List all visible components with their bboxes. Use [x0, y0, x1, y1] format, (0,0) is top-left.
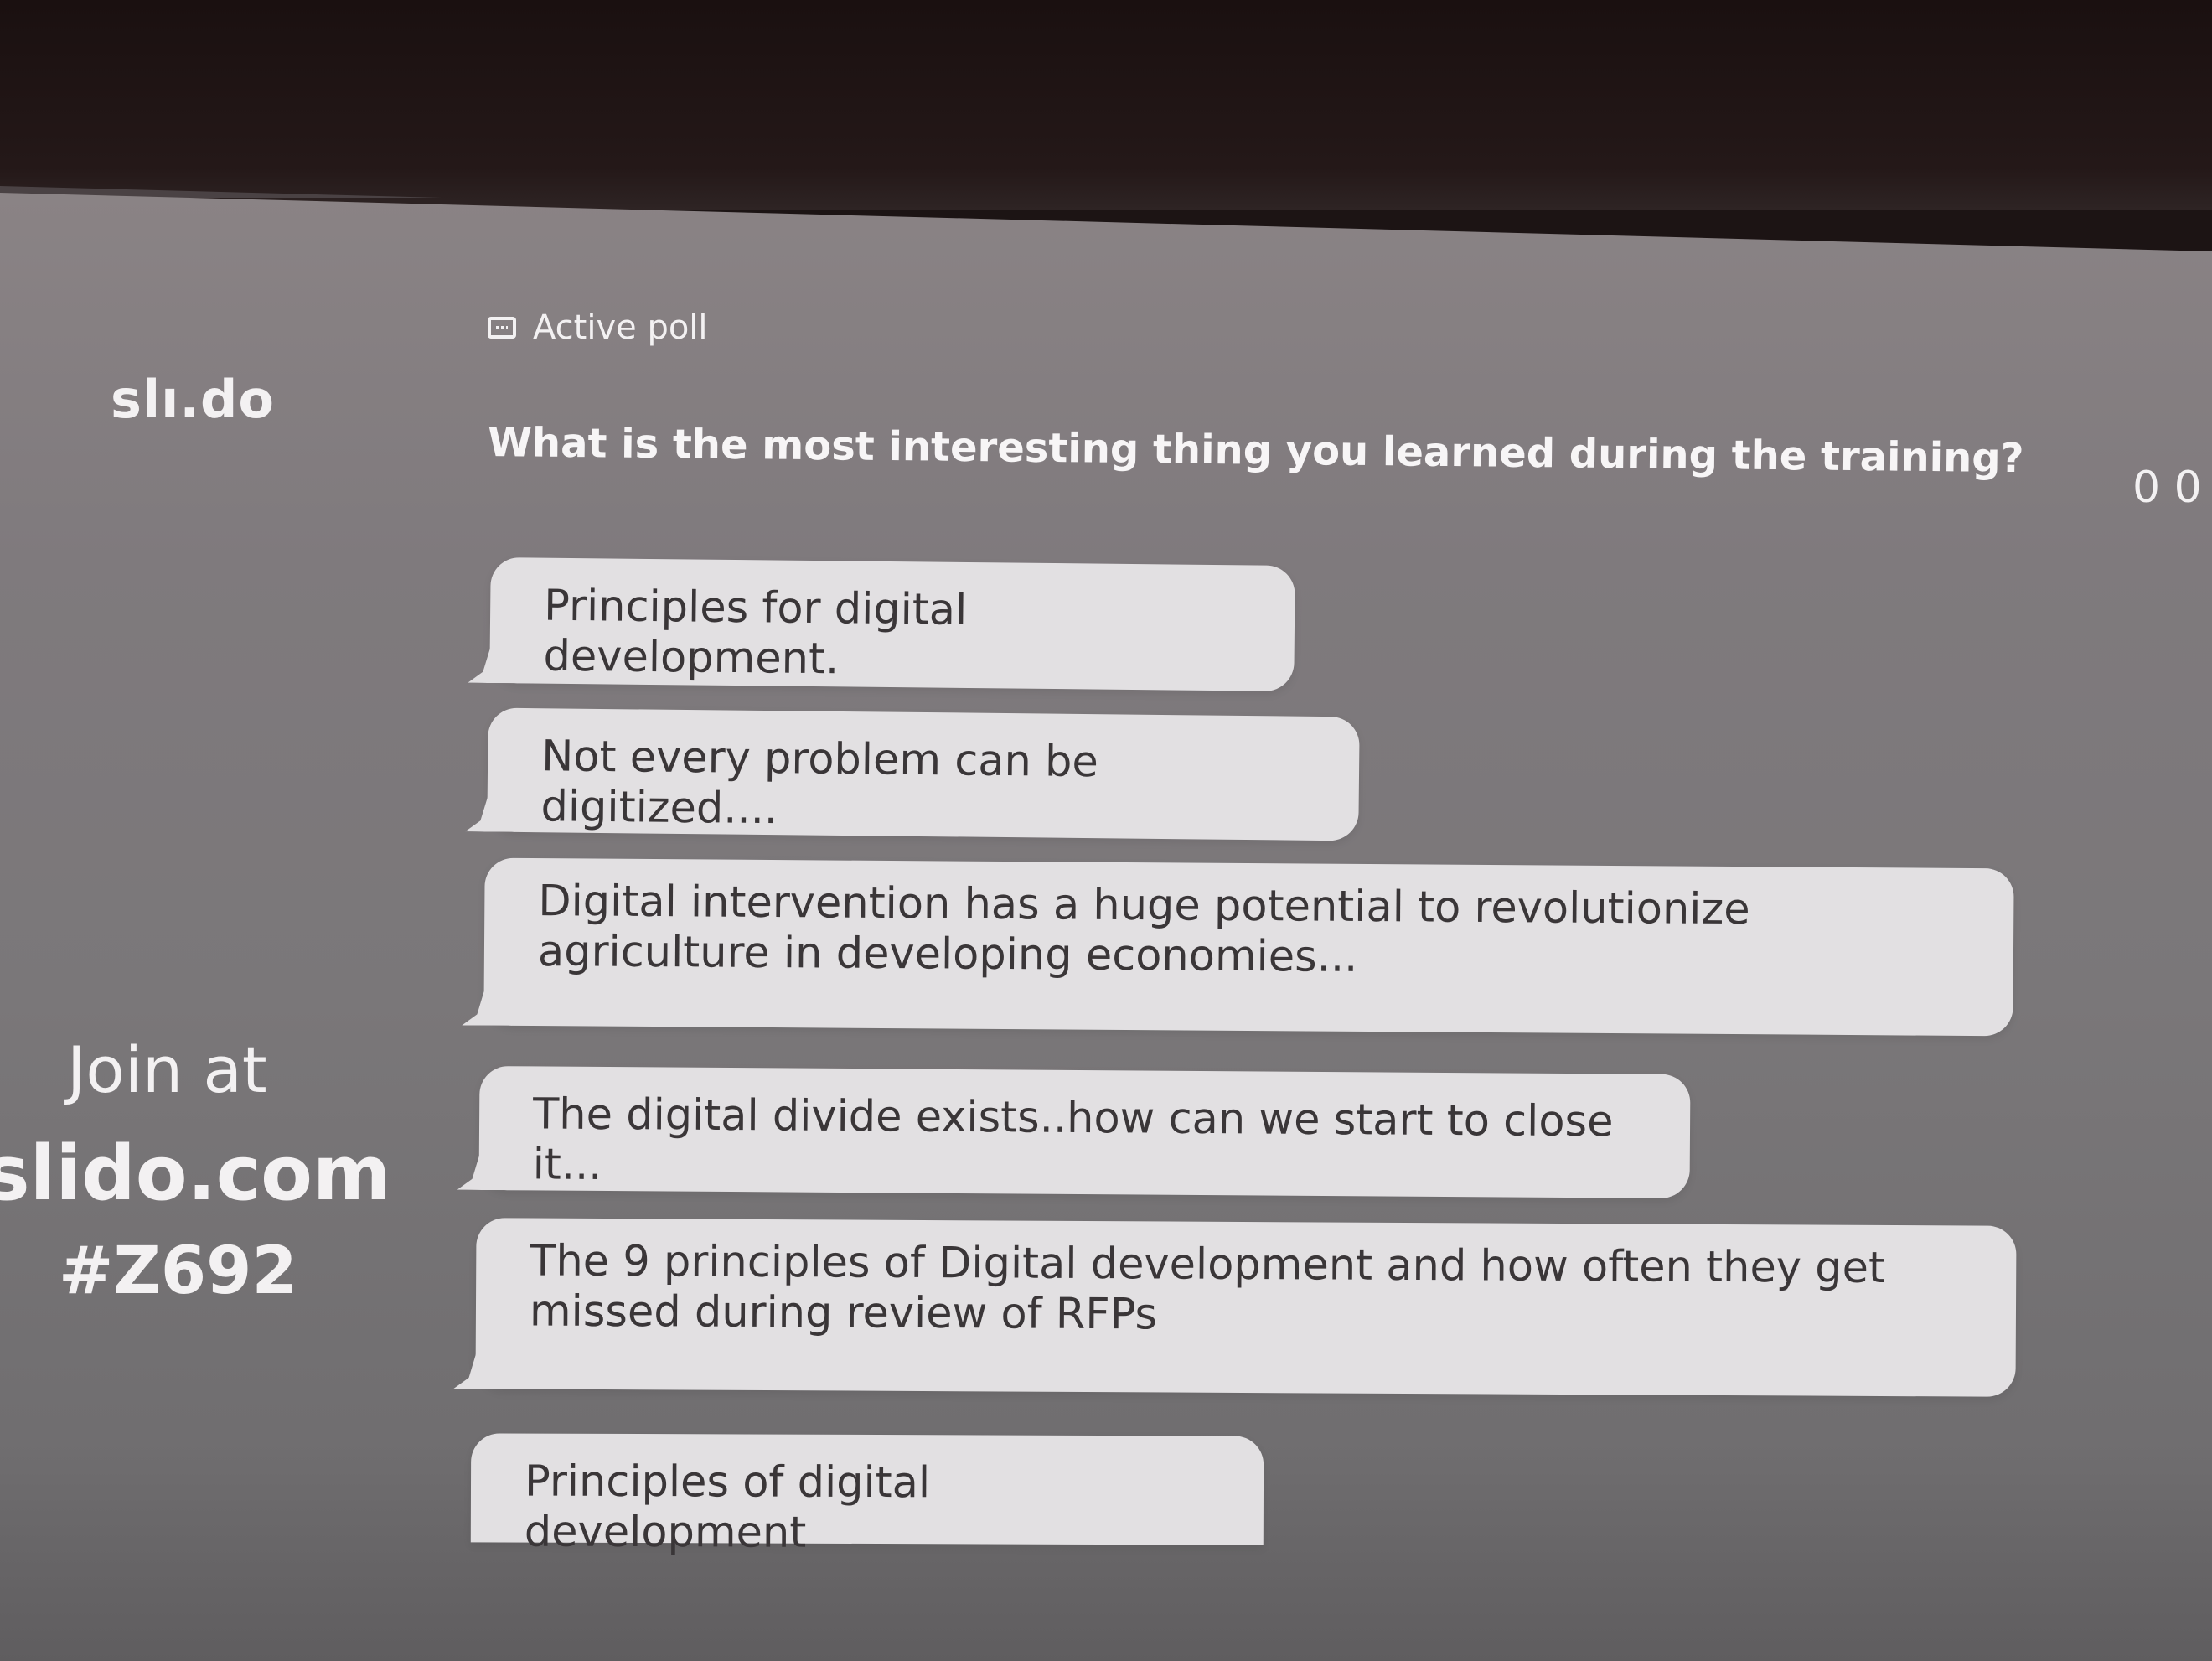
answer-text: Digital intervention has a huge potentia…: [537, 877, 1765, 982]
answer-text: Principles for digital development.: [543, 581, 981, 685]
answer-bubble: Principles of digital development: [470, 1433, 1264, 1558]
answer-bubble: The digital divide exists..how can we st…: [478, 1065, 1691, 1199]
answer-text: Principles of digital development: [524, 1457, 944, 1558]
active-poll-header: Active poll: [488, 308, 708, 347]
answer-text: The digital divide exists..how can we st…: [532, 1089, 1627, 1190]
answer-bubble: Digital intervention has a huge potentia…: [483, 857, 2014, 1037]
response-counter: 0 0: [2132, 463, 2202, 513]
projector-screen: slı.do Join at slido.com #Z692 Active po…: [0, 193, 2212, 1661]
answer-text: The 9 principles of Digital development …: [529, 1236, 1899, 1340]
room-background: [0, 0, 2212, 210]
answer-bubble: Not every problem can be digitized....: [487, 707, 1360, 841]
join-label: Join at: [67, 1032, 267, 1107]
slido-logo: slı.do: [111, 369, 275, 430]
poll-chat-icon: [488, 317, 516, 339]
answer-bubble: The 9 principles of Digital development …: [475, 1218, 2017, 1397]
join-url[interactable]: slido.com: [0, 1130, 391, 1218]
answer-bubble: Principles for digital development.: [489, 556, 1295, 692]
event-code: #Z692: [59, 1234, 297, 1309]
answer-text: Not every problem can be digitized....: [540, 732, 1113, 835]
poll-question: What is the most interesting thing you l…: [487, 419, 2024, 483]
active-poll-label: Active poll: [533, 308, 708, 347]
